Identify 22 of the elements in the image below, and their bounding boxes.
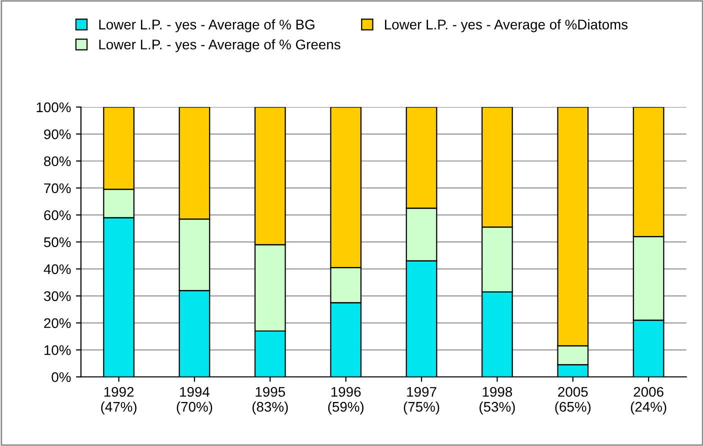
x-tick-label: 2006 (24%) xyxy=(630,386,666,414)
legend-label: Lower L.P. - yes - Average of % Greens xyxy=(99,39,340,52)
y-tick-label: 0% xyxy=(52,372,71,382)
y-tick-label: 40% xyxy=(44,264,71,274)
y-tick-label: 50% xyxy=(44,237,71,248)
x-tick-label: 1995 (83%) xyxy=(252,386,288,414)
legend-label: Lower L.P. - yes - Average of % BG xyxy=(99,19,314,32)
y-tick-label: 60% xyxy=(44,210,71,220)
y-tick-label: 90% xyxy=(44,129,71,140)
y-tick-label: 10% xyxy=(44,345,71,356)
x-tick-label: 1996 (59%) xyxy=(328,386,364,414)
x-tick-label: 1997 (75%) xyxy=(404,386,440,414)
x-tick-label: 1998 (53%) xyxy=(480,386,515,414)
y-tick-label: 30% xyxy=(44,291,71,302)
y-tick-label: 70% xyxy=(44,183,71,194)
y-tick-label: 20% xyxy=(44,318,71,328)
y-tick-label: 80% xyxy=(44,156,71,166)
legend-label: Lower L.P. - yes - Average of %Diatoms xyxy=(385,19,628,32)
x-tick-label: 1992 (47%) xyxy=(101,386,136,414)
x-tick-label: 2005 (65%) xyxy=(555,386,591,414)
x-tick-label: 1994 (70%) xyxy=(176,386,212,414)
y-tick-label: 100% xyxy=(36,102,71,112)
